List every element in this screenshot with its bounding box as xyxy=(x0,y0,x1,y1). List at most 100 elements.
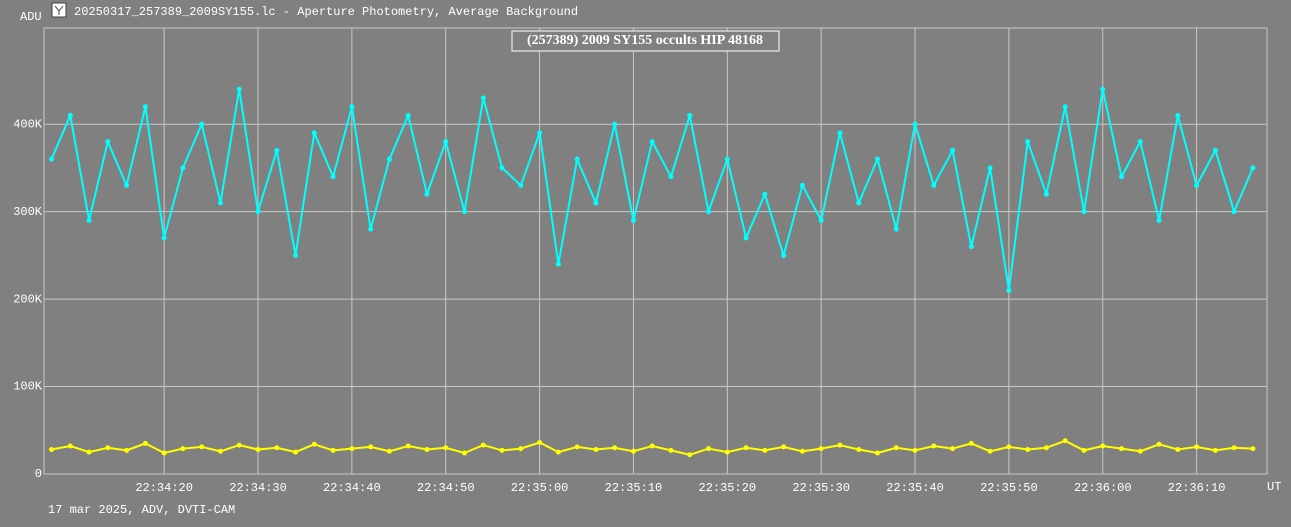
data-point xyxy=(574,156,580,162)
x-tick-label: 22:35:30 xyxy=(792,481,850,495)
data-point xyxy=(386,448,392,454)
data-point xyxy=(499,447,505,453)
data-point xyxy=(1062,438,1068,444)
data-point xyxy=(799,182,805,188)
x-tick-label: 22:34:30 xyxy=(229,481,287,495)
data-point xyxy=(856,447,862,453)
data-point xyxy=(1081,209,1087,215)
data-point xyxy=(1006,287,1012,293)
data-point xyxy=(274,445,280,451)
data-point xyxy=(837,130,843,136)
data-point xyxy=(274,147,280,153)
data-point xyxy=(405,112,411,118)
data-point xyxy=(293,449,299,455)
chart-title: (257389) 2009 SY155 occults HIP 48168 xyxy=(527,33,763,48)
data-point xyxy=(987,448,993,454)
x-tick-label: 22:35:50 xyxy=(980,481,1038,495)
data-point xyxy=(424,447,430,453)
data-point xyxy=(1100,443,1106,449)
data-point xyxy=(443,139,449,145)
data-point xyxy=(1175,112,1181,118)
y-tick-label: 100K xyxy=(13,380,43,394)
data-point xyxy=(86,449,92,455)
data-point xyxy=(518,182,524,188)
data-point xyxy=(180,165,186,171)
data-point xyxy=(142,104,148,110)
data-point xyxy=(893,226,899,232)
data-point xyxy=(311,441,317,447)
data-point xyxy=(180,446,186,452)
data-point xyxy=(236,442,242,448)
data-point xyxy=(236,86,242,92)
data-point xyxy=(818,217,824,223)
data-point xyxy=(874,156,880,162)
data-point xyxy=(311,130,317,136)
data-point xyxy=(124,447,130,453)
data-point xyxy=(1081,447,1087,453)
data-point xyxy=(255,209,261,215)
data-point xyxy=(1156,441,1162,447)
data-point xyxy=(499,165,505,171)
x-tick-label: 22:36:10 xyxy=(1168,481,1226,495)
data-point xyxy=(142,440,148,446)
y-tick-label: 200K xyxy=(13,292,43,306)
data-point xyxy=(987,165,993,171)
data-point xyxy=(912,447,918,453)
data-point xyxy=(1025,139,1031,145)
data-point xyxy=(217,200,223,206)
data-point xyxy=(368,226,374,232)
data-point xyxy=(931,182,937,188)
data-point xyxy=(330,174,336,180)
data-point xyxy=(931,443,937,449)
data-point xyxy=(724,449,730,455)
data-point xyxy=(706,446,712,452)
data-point xyxy=(49,447,55,453)
data-point xyxy=(630,448,636,454)
grid: 0 100K 200K 300K 400K 22:34:20 22:34:30 22:34:4… xyxy=(13,27,1268,495)
data-point xyxy=(555,449,561,455)
data-point xyxy=(1137,139,1143,145)
data-point xyxy=(1119,446,1125,452)
data-point xyxy=(893,445,899,451)
data-point xyxy=(1250,446,1256,452)
data-point xyxy=(405,443,411,449)
data-point xyxy=(950,446,956,452)
data-point xyxy=(837,442,843,448)
y-axis-label: ADU xyxy=(20,10,42,24)
data-point xyxy=(161,450,167,456)
data-point xyxy=(86,217,92,223)
data-point xyxy=(217,448,223,454)
data-point xyxy=(1043,191,1049,197)
data-point xyxy=(743,235,749,241)
title-box xyxy=(511,30,780,52)
data-point xyxy=(743,445,749,451)
x-tick-label: 22:34:20 xyxy=(135,481,193,495)
y-tick-label: 0 xyxy=(35,467,42,481)
data-point xyxy=(781,252,787,258)
data-point xyxy=(612,445,618,451)
data-point xyxy=(706,209,712,215)
data-point xyxy=(518,446,524,452)
data-point xyxy=(1137,448,1143,454)
data-point xyxy=(1175,447,1181,453)
data-point xyxy=(1100,86,1106,92)
x-tick-label: 22:35:40 xyxy=(886,481,944,495)
plot xyxy=(49,86,1256,458)
data-point xyxy=(1043,445,1049,451)
data-point xyxy=(461,209,467,215)
data-point xyxy=(349,446,355,452)
data-point xyxy=(461,450,467,456)
data-point xyxy=(1062,104,1068,110)
data-point xyxy=(574,444,580,450)
data-point xyxy=(724,156,730,162)
data-point xyxy=(555,261,561,267)
data-point xyxy=(1212,147,1218,153)
data-point xyxy=(1231,209,1237,215)
data-point xyxy=(424,191,430,197)
x-axis-label: UT xyxy=(1267,480,1281,494)
x-tick-label: 22:34:40 xyxy=(323,481,381,495)
data-point xyxy=(968,244,974,250)
x-tick-label: 22:35:20 xyxy=(698,481,756,495)
data-point xyxy=(649,443,655,449)
